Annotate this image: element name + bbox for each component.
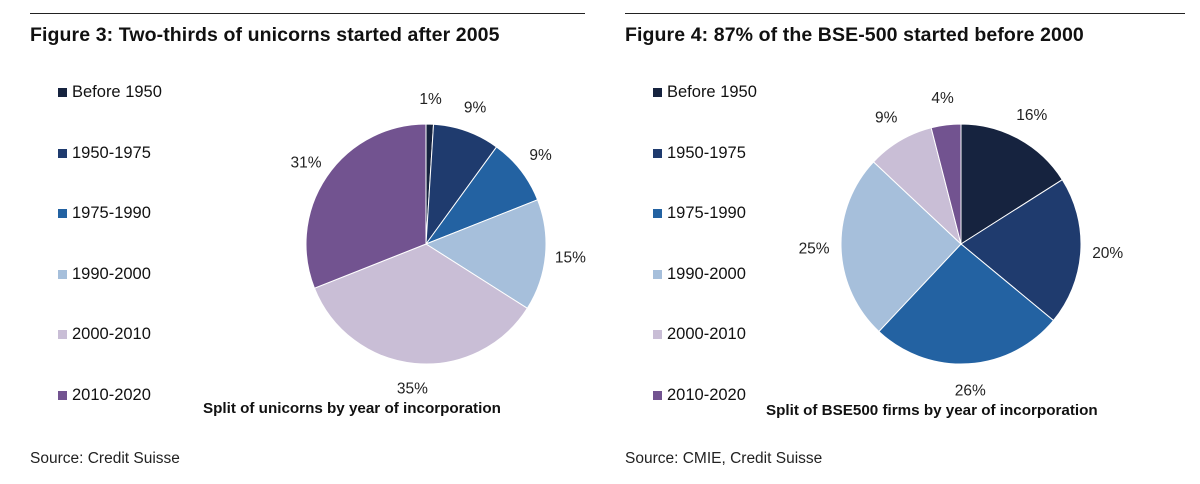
legend-label: 1990-2000: [667, 264, 746, 283]
chart-panel-bse500: Figure 4: 87% of the BSE-500 started bef…: [625, 0, 1185, 484]
source-note: Source: Credit Suisse: [30, 450, 180, 467]
legend-item: 2010-2020: [58, 385, 162, 446]
pie-slice: [960, 123, 1064, 245]
chart-subtitle: Split of unicorns by year of incorporati…: [203, 400, 501, 417]
legend-swatch: [58, 330, 67, 340]
pie-slice: [840, 161, 962, 333]
slice-data-label: 9%: [464, 100, 487, 117]
top-rule: [625, 13, 1185, 14]
pie-slice: [960, 179, 1082, 322]
legend-label: Before 1950: [72, 83, 162, 101]
legend-item: 2000-2010: [653, 324, 757, 385]
slice-data-label: 25%: [799, 241, 830, 258]
slice-data-label: 26%: [955, 383, 986, 400]
legend-item: 1990-2000: [58, 264, 162, 325]
slice-data-label: 1%: [419, 91, 442, 108]
legend-swatch: [58, 148, 67, 158]
legend-item: 1950-1975: [653, 143, 757, 204]
slice-data-label: 31%: [291, 154, 322, 171]
legend-swatch: [58, 390, 67, 400]
slice-data-label: 20%: [1092, 245, 1123, 262]
legend-swatch: [653, 209, 662, 219]
chart-panel-unicorns: Figure 3: Two-thirds of unicorns started…: [30, 0, 590, 484]
legend-label: 2010-2020: [667, 385, 746, 404]
pie-slice: [878, 243, 1055, 365]
pie-slice: [305, 123, 427, 289]
legend-swatch: [58, 209, 67, 219]
legend-label: 1975-1990: [667, 204, 746, 223]
slice-data-label: 9%: [875, 109, 898, 126]
legend-item: 1990-2000: [653, 264, 757, 325]
legend-item: 1975-1990: [653, 203, 757, 264]
legend-swatch: [653, 148, 662, 158]
legend-swatch: [58, 269, 67, 279]
legend-label: 1950-1975: [72, 143, 151, 162]
legend-swatch: [653, 88, 662, 97]
legend-item: Before 1950: [653, 82, 757, 143]
legend-label: Before 1950: [667, 83, 757, 101]
legend: Before 1950 1950-1975 1975-1990 1990-200…: [653, 82, 757, 446]
legend-swatch: [653, 269, 662, 279]
legend-item: Before 1950: [58, 82, 162, 143]
slice-data-label: 4%: [931, 90, 954, 107]
legend-swatch: [653, 330, 662, 340]
source-note: Source: CMIE, Credit Suisse: [625, 450, 823, 467]
legend-label: 2000-2010: [72, 325, 151, 344]
legend-swatch: [58, 88, 67, 97]
pie-slice: [930, 123, 962, 245]
chart-title: Figure 4: 87% of the BSE-500 started bef…: [625, 24, 1084, 46]
slice-data-label: 16%: [1016, 107, 1047, 124]
legend-label: 2010-2020: [72, 385, 151, 404]
legend-item: 1950-1975: [58, 143, 162, 204]
pie-slice: [313, 243, 529, 365]
legend: Before 1950 1950-1975 1975-1990 1990-200…: [58, 82, 162, 446]
chart-title: Figure 3: Two-thirds of unicorns started…: [30, 24, 500, 46]
legend-label: 1975-1990: [72, 204, 151, 223]
legend-item: 2000-2010: [58, 324, 162, 385]
legend-label: 2000-2010: [667, 325, 746, 344]
slice-data-label: 15%: [555, 250, 586, 267]
legend-swatch: [653, 390, 662, 400]
chart-subtitle: Split of BSE500 firms by year of incorpo…: [766, 402, 1098, 419]
slice-data-label: 9%: [529, 147, 552, 164]
legend-item: 2010-2020: [653, 385, 757, 446]
pie-chart: 1% 9% 9% 15% 35% 31%: [291, 91, 587, 397]
slice-data-label: 35%: [397, 380, 428, 397]
top-rule: [30, 13, 585, 14]
legend-item: 1975-1990: [58, 203, 162, 264]
legend-label: 1950-1975: [667, 143, 746, 162]
legend-label: 1990-2000: [72, 264, 151, 283]
pie-slice: [424, 199, 547, 309]
pie-chart: 16% 20% 26% 25% 9% 4%: [799, 90, 1124, 400]
